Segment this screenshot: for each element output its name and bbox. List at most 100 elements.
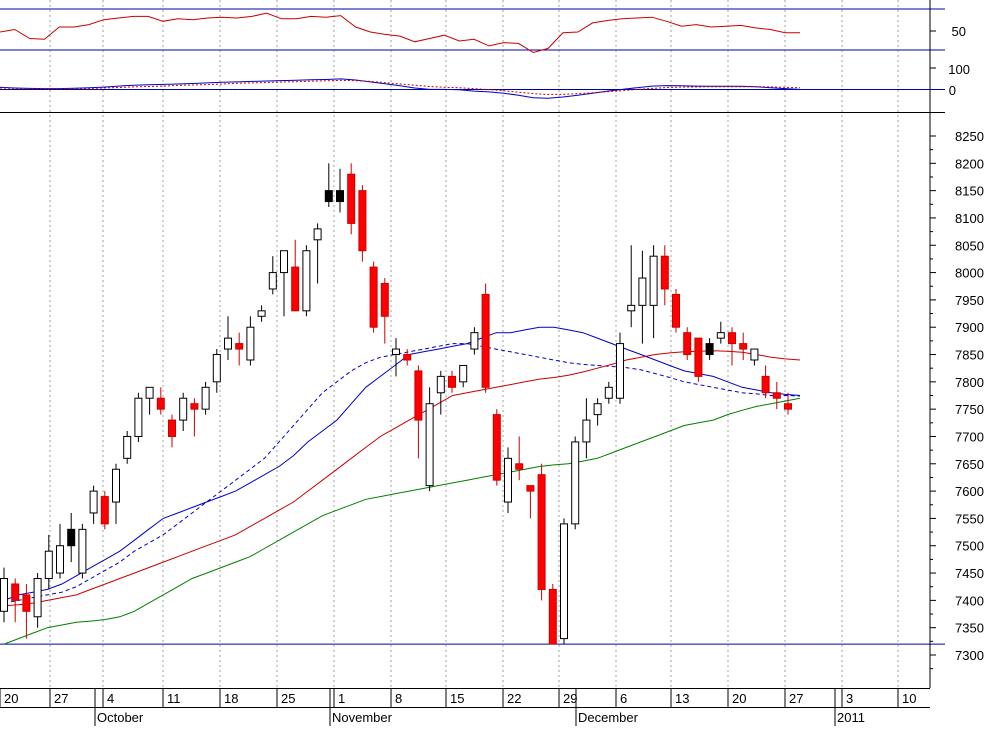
candle-body [123,435,132,459]
moving-average-line [3,350,801,607]
candle [627,245,636,328]
price-tick-label: 7800 [955,375,984,390]
candle-body [784,403,792,410]
candle [481,283,490,393]
day-label: 29 [563,691,577,706]
rsi-tick-label: 50 [952,24,966,39]
candle [358,185,367,262]
candle [156,387,165,415]
candle [448,370,456,393]
candle-body [358,190,367,252]
moving-average-line [3,397,801,645]
candle [739,332,748,360]
candle-body [716,332,725,339]
candle-body [705,343,714,356]
macd-tick-label: 0 [949,83,956,98]
candle [324,163,333,208]
macd-line [0,78,801,99]
candle-body [414,370,423,421]
candle [22,583,31,639]
candle [492,409,501,486]
candle [134,392,143,442]
day-label: 18 [224,691,238,706]
price-tick-label: 7500 [955,539,984,554]
rsi-panel: 50 [0,8,966,54]
candle-body [392,348,400,356]
price-tick-label: 8100 [955,211,984,226]
price-tick-label: 7750 [955,402,984,417]
price-tick-label: 8250 [955,129,984,144]
day-label: 27 [789,691,803,706]
candle [459,364,468,388]
candle [112,463,120,524]
candle-body [739,343,748,350]
candle-body [492,414,501,481]
price-tick-label: 7950 [955,293,984,308]
candle [11,578,20,623]
price-tick-label: 7300 [955,648,984,663]
candle-body [302,250,311,312]
day-label: 6 [620,691,627,706]
candle-body [11,583,20,601]
candle-body [548,588,557,645]
day-label: 1 [338,691,345,706]
candle-body [425,403,434,487]
candle-body [78,528,87,574]
candle-body [347,173,356,224]
price-tick-label: 7700 [955,429,984,444]
candle-body [313,228,322,241]
candle-body [0,578,8,612]
macd-line [0,79,801,96]
candle-body [112,468,120,503]
candle-body [638,277,647,306]
candle-body [44,550,53,580]
candle [347,163,356,235]
candle-body [369,266,378,328]
candle [302,245,311,317]
candle [436,370,445,415]
price-tick-label: 7400 [955,593,984,608]
month-label: December [578,710,639,725]
candle-body [280,250,288,274]
candle [224,316,232,360]
candle [716,321,725,344]
candle-body [22,594,31,612]
candle-body [179,397,188,421]
candle [425,387,434,492]
candle [100,491,109,530]
candle-body [649,255,658,306]
candle [504,447,512,513]
month-label: November [332,710,393,725]
candle [268,256,277,295]
candle-body [448,375,456,388]
price-tick-label: 7850 [955,348,984,363]
candle [336,168,344,213]
candle [537,463,546,601]
candle [179,392,188,432]
day-label: 4 [107,691,114,706]
candle-body [627,304,636,312]
day-label: 15 [450,691,464,706]
candle-body [560,523,568,640]
price-tick-label: 7600 [955,484,984,499]
candle [246,316,255,366]
candle-body [672,293,680,328]
day-label: 20 [732,691,746,706]
candle-body [224,337,232,350]
candle [44,534,53,590]
candle [67,512,76,563]
day-label: 3 [846,691,853,706]
candle-body [89,490,98,514]
candle-body [481,293,490,388]
candle-body [504,457,512,503]
candle [761,365,770,399]
candle [750,348,759,366]
candle [593,398,602,426]
candle-body [604,386,613,399]
candle [392,338,400,377]
price-tick-label: 8150 [955,184,984,199]
candle [280,250,288,317]
candle [78,523,87,579]
